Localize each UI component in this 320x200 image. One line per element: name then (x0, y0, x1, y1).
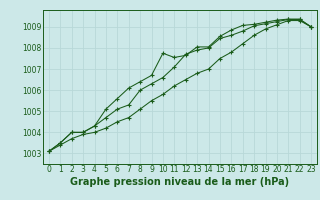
X-axis label: Graphe pression niveau de la mer (hPa): Graphe pression niveau de la mer (hPa) (70, 177, 290, 187)
